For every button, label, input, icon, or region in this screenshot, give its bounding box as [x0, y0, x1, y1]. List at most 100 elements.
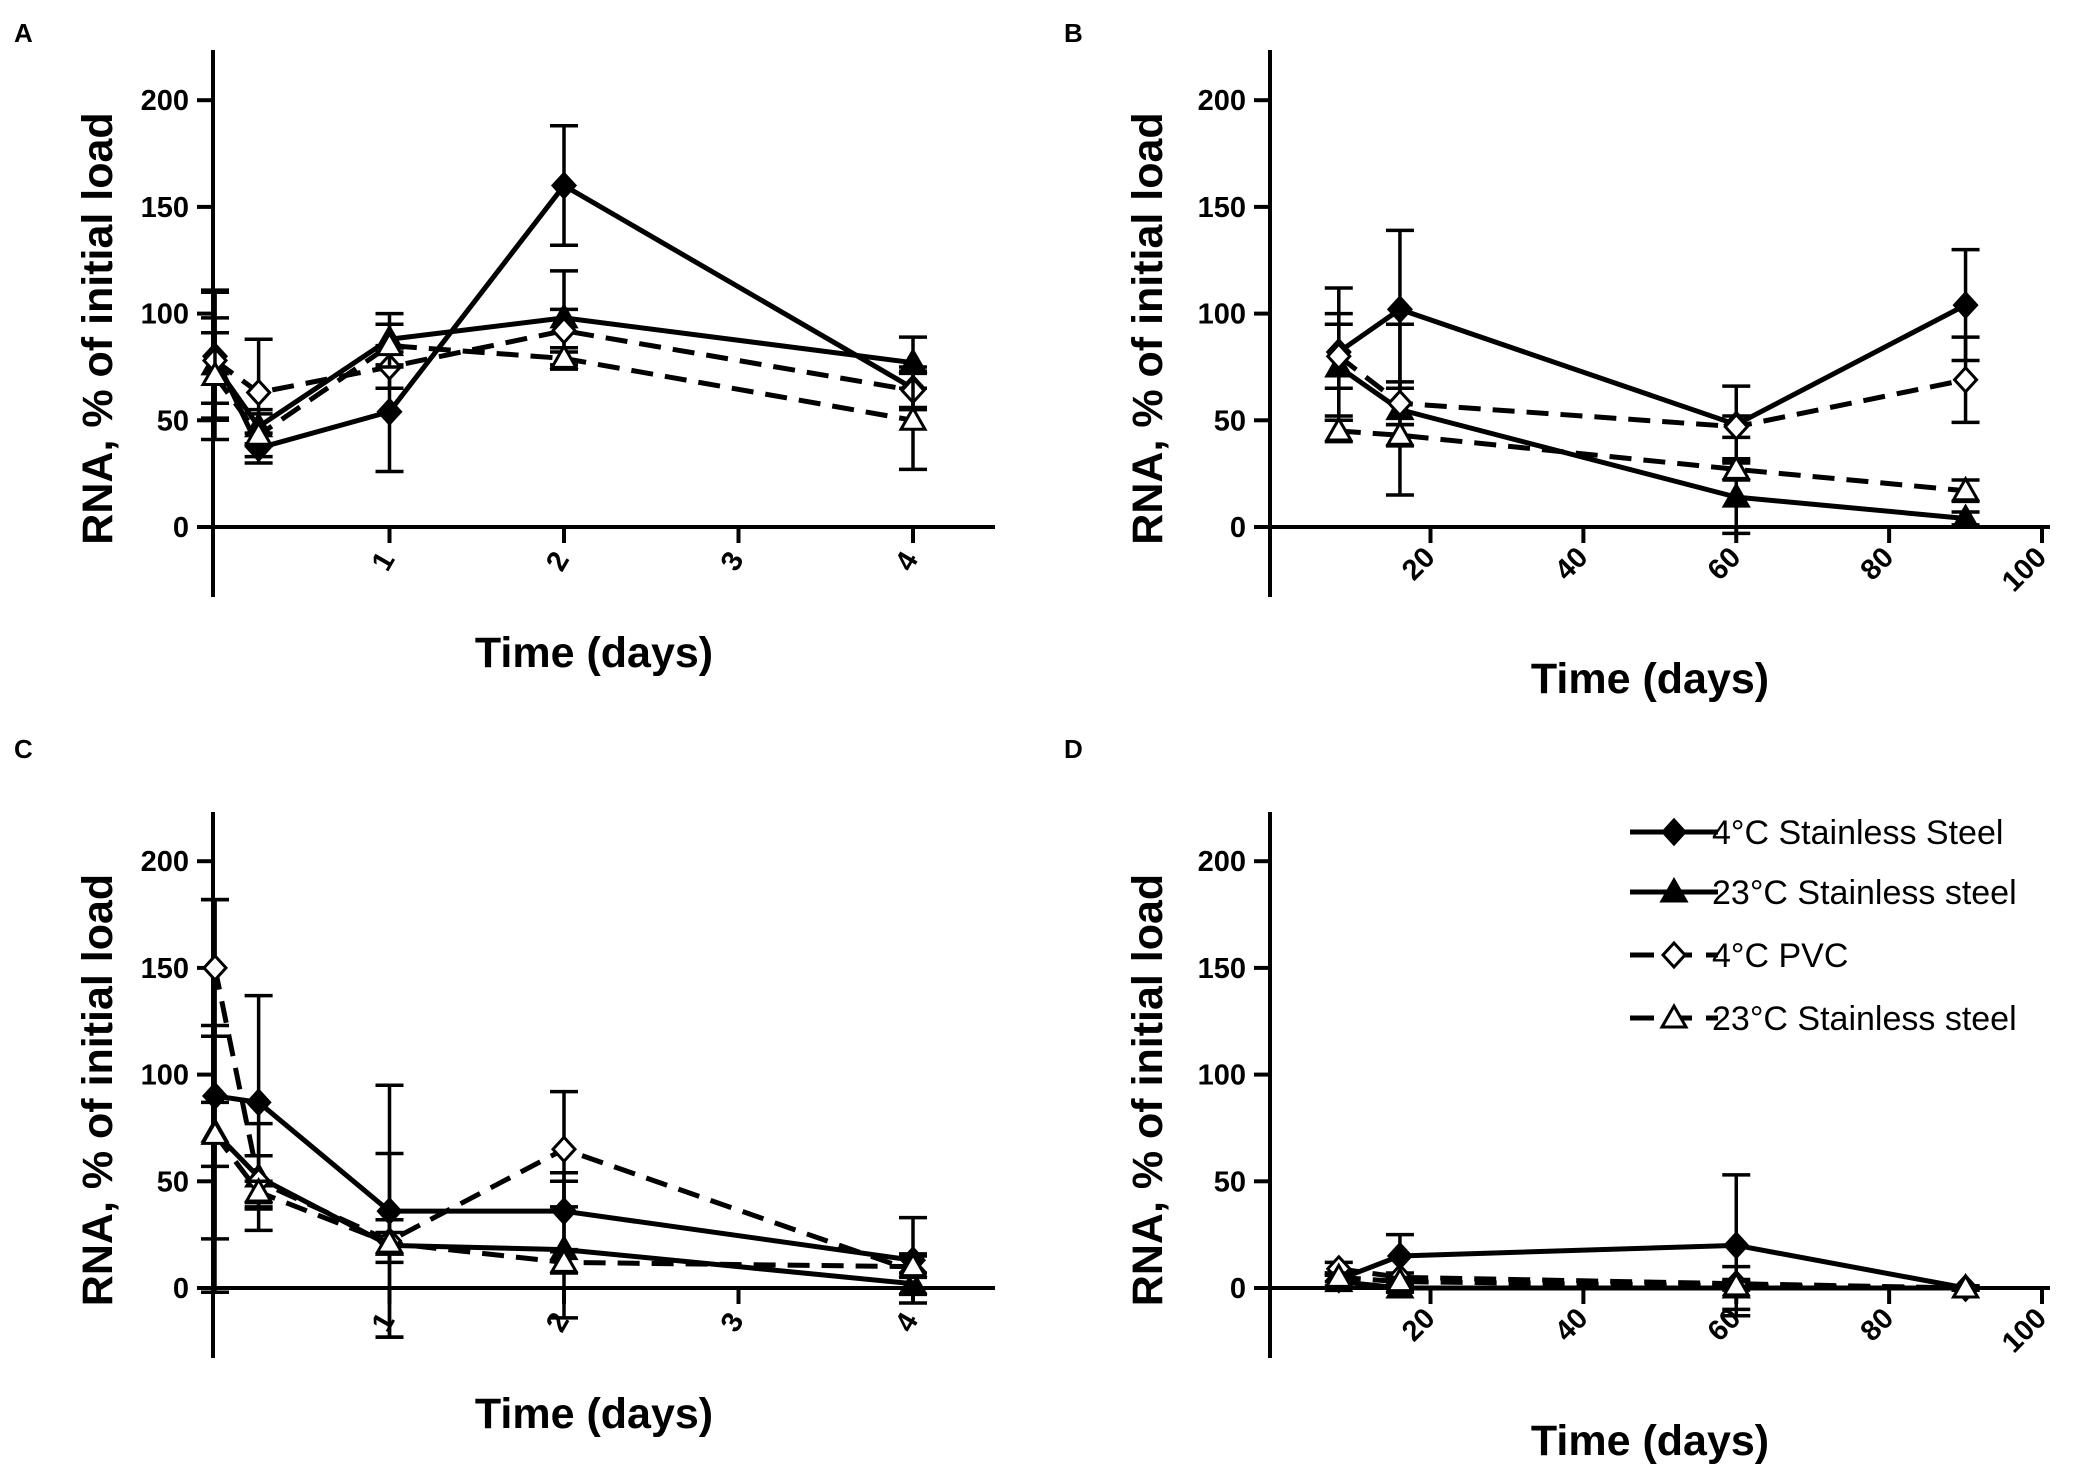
data-point — [1723, 1231, 1750, 1260]
series-1 — [1324, 228, 1980, 465]
data-point — [1385, 420, 1415, 446]
data-point — [1325, 342, 1352, 371]
panel-b: B 0 50 100 150 200 20 40 60 80 100 Time (days) RNA,… — [1064, 18, 2053, 703]
series-4 — [200, 322, 928, 472]
data-point — [550, 316, 578, 345]
y-tick-label: 0 — [173, 512, 189, 544]
series-line — [1337, 364, 1966, 521]
x-tick-label: 2 — [540, 1308, 576, 1338]
y-tick-label: 200 — [141, 85, 189, 117]
y-axis-title: RNA, % of initial load — [1124, 874, 1172, 1306]
data-point — [245, 378, 272, 407]
data-point — [200, 360, 230, 386]
data-point — [1952, 365, 1979, 394]
panel-letter-d: D — [1064, 734, 1083, 764]
series-line — [212, 343, 914, 438]
series-3 — [201, 307, 927, 448]
data-point — [1721, 1270, 1751, 1297]
series-line — [1338, 428, 1966, 494]
x-tick-label: 1 — [366, 1308, 402, 1338]
series-line — [1337, 1242, 1967, 1291]
y-axis-title: RNA, % of initial load — [74, 874, 122, 1306]
x-tick-label: 80 — [1855, 541, 1900, 586]
y-tick-label: 100 — [1198, 1060, 1246, 1092]
panel-letter-b: B — [1064, 18, 1083, 48]
data-point — [549, 1247, 579, 1273]
series-line — [1338, 1274, 1966, 1291]
legend-marker — [1660, 817, 1688, 847]
y-tick-label: 50 — [157, 1166, 189, 1198]
y-tick-label: 50 — [1214, 405, 1246, 437]
x-tick-label: 40 — [1549, 541, 1594, 586]
data-point — [1950, 503, 1981, 529]
data-point — [1324, 1262, 1354, 1288]
data-point — [1723, 412, 1750, 441]
data-point — [1721, 454, 1751, 480]
data-point — [898, 405, 928, 431]
data-point — [201, 953, 229, 983]
y-tick-label: 150 — [141, 953, 189, 985]
data-point — [1385, 1266, 1415, 1293]
data-point — [550, 1135, 578, 1164]
y-tick-label: 150 — [1198, 953, 1246, 985]
x-tick-label: 3 — [715, 1308, 751, 1338]
legend: 4°C Stainless Steel 23°C Stainless steel 4… — [1630, 814, 2017, 1038]
panel-a: A 0 50 100 150 200 1 2 3 4 Time (days) RNA, % of i… — [14, 18, 995, 677]
x-tick-label: 20 — [1396, 541, 1441, 586]
data-point — [1386, 389, 1413, 418]
series-3 — [1324, 322, 1980, 441]
legend-marker — [1660, 940, 1688, 970]
x-tick-label: 3 — [715, 547, 751, 577]
series-3 — [1324, 1254, 1980, 1303]
y-tick-label: 200 — [1198, 846, 1246, 878]
y-tick-label: 100 — [1198, 299, 1246, 331]
y-tick-label: 200 — [1198, 85, 1246, 117]
x-tick-label: 80 — [1855, 1302, 1900, 1347]
series-4 — [1324, 1262, 1981, 1299]
legend-marker — [1659, 876, 1689, 903]
x-tick-label: 100 — [1996, 1302, 2053, 1359]
data-point — [200, 1119, 230, 1145]
x-tick-label: 20 — [1396, 1302, 1441, 1347]
x-axis-title: Time (days) — [1531, 655, 1769, 703]
panel-letter-a: A — [14, 18, 33, 48]
y-tick-label: 200 — [141, 846, 189, 878]
data-point — [1952, 290, 1979, 320]
y-tick-label: 50 — [157, 405, 189, 437]
x-axis-title: Time (days) — [475, 1390, 713, 1438]
x-tick-label: 1 — [366, 547, 402, 577]
series-4 — [200, 1100, 928, 1280]
data-point — [1950, 1272, 1981, 1299]
series-1 — [1324, 1173, 1980, 1318]
y-tick-label: 0 — [1230, 512, 1246, 544]
data-point — [374, 1228, 405, 1254]
x-tick-label: 100 — [1996, 541, 2053, 598]
data-point — [1386, 295, 1413, 324]
data-point — [245, 1088, 272, 1117]
legend-label: 23°C Stainless steel — [1712, 874, 2017, 912]
x-axis-title: Time (days) — [475, 629, 713, 677]
y-tick-label: 0 — [1230, 1273, 1246, 1305]
legend-label: 23°C Stainless steel — [1712, 1000, 2017, 1038]
data-point — [898, 1251, 928, 1278]
legend-label: 4°C Stainless Steel — [1712, 814, 2003, 852]
data-point — [1324, 415, 1354, 442]
y-axis-title: RNA, % of initial load — [74, 112, 122, 544]
data-point — [374, 330, 405, 357]
y-tick-label: 50 — [1214, 1166, 1246, 1198]
x-tick-label: 4 — [889, 1308, 925, 1338]
panel-letter-c: C — [14, 734, 33, 764]
data-point — [376, 397, 403, 426]
series-line — [1337, 302, 1967, 428]
y-axis-title: RNA, % of initial load — [1124, 112, 1172, 544]
data-point — [549, 343, 579, 369]
data-point — [1950, 475, 1981, 502]
x-tick-label: 60 — [1702, 541, 1747, 586]
panel-c: C 0 50 100 150 200 1 2 3 4 Time (days) RNA, % of i… — [14, 734, 995, 1438]
x-axis-title: Time (days) — [1531, 1417, 1769, 1465]
y-tick-label: 100 — [141, 299, 189, 331]
legend-label: 4°C PVC — [1712, 937, 1848, 975]
y-tick-label: 0 — [173, 1273, 189, 1305]
